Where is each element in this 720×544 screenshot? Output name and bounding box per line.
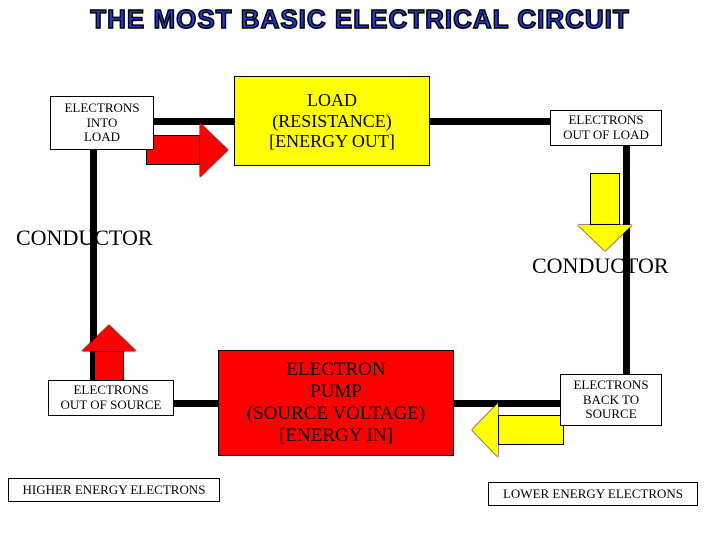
arrow-shaft bbox=[146, 135, 200, 165]
conductor-right-label: CONDUCTOR bbox=[532, 254, 669, 278]
arrow-head bbox=[200, 123, 228, 177]
electrons-back-to-source-box: ELECTRONSBACK TOSOURCE bbox=[560, 374, 662, 426]
arrow-shaft bbox=[498, 415, 564, 445]
lower-energy-box: LOWER ENERGY ELECTRONS bbox=[488, 482, 698, 506]
box-line: LOWER ENERGY ELECTRONS bbox=[503, 487, 683, 502]
box-line: ELECTRON bbox=[286, 359, 385, 381]
box-line: OUT OF SOURCE bbox=[61, 398, 162, 413]
box-line: BACK TO bbox=[583, 393, 639, 408]
box-line: LOAD bbox=[307, 90, 357, 111]
box-line: ELECTRONS bbox=[73, 383, 148, 398]
page-title: THE MOST BASIC ELECTRICAL CIRCUIT bbox=[0, 4, 720, 35]
arrow-head bbox=[82, 325, 136, 351]
box-line: ELECTRONS bbox=[573, 378, 648, 393]
box-line: ELECTRONS bbox=[64, 101, 139, 116]
arrow-head bbox=[472, 403, 498, 457]
box-line: ELECTRONS bbox=[568, 113, 643, 128]
conductor-left-label: CONDUCTOR bbox=[16, 226, 153, 250]
box-line: (SOURCE VOLTAGE) bbox=[247, 403, 425, 425]
arrow-head bbox=[578, 225, 632, 251]
box-line: HIGHER ENERGY ELECTRONS bbox=[23, 483, 206, 498]
box-line: (RESISTANCE) bbox=[272, 111, 392, 132]
load-box: LOAD(RESISTANCE)[ENERGY OUT] bbox=[234, 76, 430, 166]
box-line: [ENERGY OUT] bbox=[269, 131, 395, 152]
electrons-into-load-box: ELECTRONSINTOLOAD bbox=[50, 96, 154, 150]
box-line: INTO bbox=[87, 116, 118, 131]
box-line: OUT OF LOAD bbox=[563, 128, 649, 143]
pump-box: ELECTRONPUMP(SOURCE VOLTAGE)[ENERGY IN] bbox=[218, 350, 454, 456]
box-line: LOAD bbox=[84, 130, 120, 145]
box-line: SOURCE bbox=[585, 407, 636, 422]
box-line: PUMP bbox=[310, 381, 362, 403]
arrow-shaft bbox=[590, 173, 620, 225]
electrons-out-of-source-box: ELECTRONSOUT OF SOURCE bbox=[48, 380, 174, 416]
box-line: [ENERGY IN] bbox=[279, 425, 393, 447]
electrons-out-of-load-box: ELECTRONSOUT OF LOAD bbox=[550, 110, 662, 146]
higher-energy-box: HIGHER ENERGY ELECTRONS bbox=[8, 478, 220, 502]
